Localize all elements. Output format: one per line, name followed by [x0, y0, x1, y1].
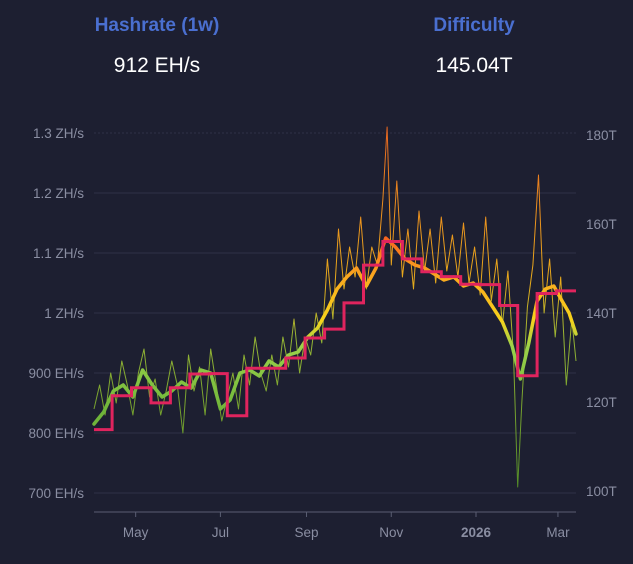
series-layer [92, 126, 578, 488]
y-right-tick-label: 100T [586, 484, 617, 499]
series-difficulty-line [94, 240, 576, 432]
y-left-tick-label: 900 EH/s [28, 366, 84, 381]
series-hashrate-1w-line [92, 236, 578, 426]
hashrate-stat: Hashrate (1w) 912 EH/s [57, 14, 257, 79]
y-left-tick-label: 800 EH/s [28, 426, 84, 441]
hashrate-value: 912 EH/s [113, 54, 201, 77]
x-tick-label: Nov [379, 525, 403, 540]
y-right-tick-label: 180T [586, 128, 617, 143]
y-left-tick-label: 1.3 ZH/s [33, 126, 84, 141]
y-left-tick-label: 1.2 ZH/s [33, 186, 84, 201]
y-right-tick-label: 140T [586, 306, 617, 321]
y-left-tick-label: 700 EH/s [28, 486, 84, 501]
x-tick-label: Sep [295, 525, 319, 540]
difficulty-value: 145.04T [435, 54, 513, 77]
y-right-tick-label: 120T [586, 395, 617, 410]
x-tick-label: May [123, 525, 149, 540]
y-left-tick-label: 1 ZH/s [44, 306, 84, 321]
y-right-tick-label: 160T [586, 217, 617, 232]
y-left-tick-label: 1.1 ZH/s [33, 246, 84, 261]
x-tick-label: Mar [546, 525, 570, 540]
hashrate-label: Hashrate (1w) [94, 15, 220, 36]
x-axis: May Jul Sep Nov 2026 Mar [94, 511, 576, 540]
difficulty-label: Difficulty [433, 15, 515, 36]
series-hashrate-1d-line [93, 126, 577, 488]
difficulty-stat: Difficulty 145.04T [374, 14, 574, 79]
y-axis-right: 100T 120T 140T 160T 180T [586, 128, 617, 499]
y-axis-left: 700 EH/s 800 EH/s 900 EH/s 1 ZH/s 1.1 ZH/s 1.… [28, 126, 84, 501]
x-tick-label: 2026 [461, 525, 492, 540]
x-tick-label: Jul [212, 525, 229, 540]
